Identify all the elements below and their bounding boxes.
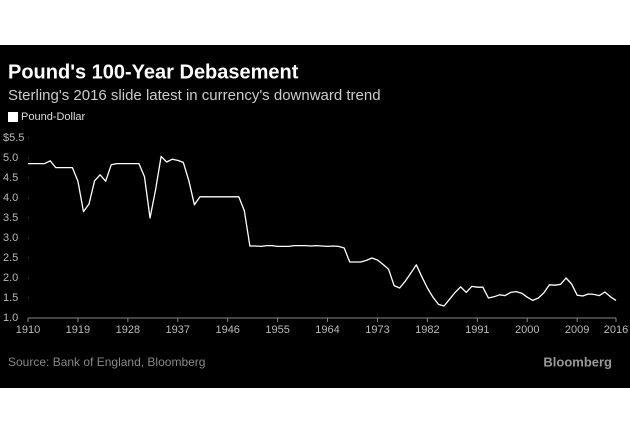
x-tick-label: 2016 (604, 324, 628, 336)
y-tick-label: 3.0 (3, 232, 18, 244)
legend-label: Pound-Dollar (21, 111, 86, 123)
y-tick-label: 3.5 (3, 212, 18, 224)
data-line (28, 155, 617, 307)
x-tick-label: 2000 (515, 324, 539, 336)
y-tick-label: $5.5 (3, 132, 24, 144)
legend-swatch (8, 112, 18, 122)
x-tick-label: 1928 (116, 324, 140, 336)
y-tick-label: 2.0 (3, 272, 18, 284)
x-tick-label: 1982 (415, 324, 439, 336)
x-tick-label: 1991 (465, 324, 489, 336)
x-tick-label: 1910 (16, 324, 40, 336)
brand-logo: Bloomberg (543, 354, 612, 369)
x-tick-label: 1955 (265, 324, 289, 336)
source-note: Source: Bank of England, Bloomberg (8, 355, 205, 369)
x-tick-label: 1964 (315, 324, 339, 336)
y-tick-label: 4.0 (3, 192, 18, 204)
x-tick-label: 1937 (166, 324, 190, 336)
chart-background (0, 45, 630, 388)
y-tick-label: 1.5 (3, 292, 18, 304)
y-tick-label: 4.5 (3, 172, 18, 184)
x-tick-label: 1973 (365, 324, 389, 336)
y-tick-label: 2.5 (3, 252, 18, 264)
chart-title: Pound's 100-Year Debasement (8, 61, 299, 83)
y-tick-label: 5.0 (3, 152, 18, 164)
x-tick-label: 1946 (215, 324, 239, 336)
chart-subtitle: Sterling's 2016 slide latest in currency… (8, 87, 381, 104)
x-tick-label: 1919 (66, 324, 90, 336)
y-tick-label: 1.0 (3, 312, 18, 324)
x-tick-label: 2009 (565, 324, 589, 336)
